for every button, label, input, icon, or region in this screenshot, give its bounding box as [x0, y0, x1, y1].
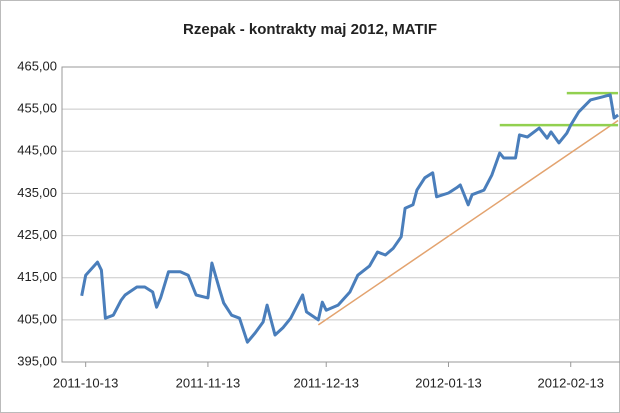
plot-frame: [61, 66, 620, 363]
x-tick-label: 2011-11-13: [176, 375, 241, 390]
x-tick-label: 2012-01-13: [415, 375, 482, 390]
y-tick-label: 425,00: [17, 227, 57, 242]
y-tick-label: 455,00: [17, 101, 57, 116]
y-tick-label: 415,00: [17, 269, 57, 284]
data-line: [80, 93, 619, 344]
y-tick-label: 395,00: [17, 353, 57, 368]
annotation-line: [317, 119, 619, 326]
y-tick-label: 465,00: [17, 58, 57, 73]
x-tick-label: 2011-10-13: [53, 375, 119, 390]
chart-title: Rzepak - kontrakty maj 2012, MATIF: [183, 21, 437, 38]
y-tick-label: 405,00: [17, 311, 57, 326]
x-tick-label: 2012-02-13: [537, 375, 604, 390]
y-tick-label: 445,00: [17, 143, 57, 158]
y-tick-label: 435,00: [17, 185, 57, 200]
x-tick-label: 2011-12-13: [293, 375, 359, 390]
